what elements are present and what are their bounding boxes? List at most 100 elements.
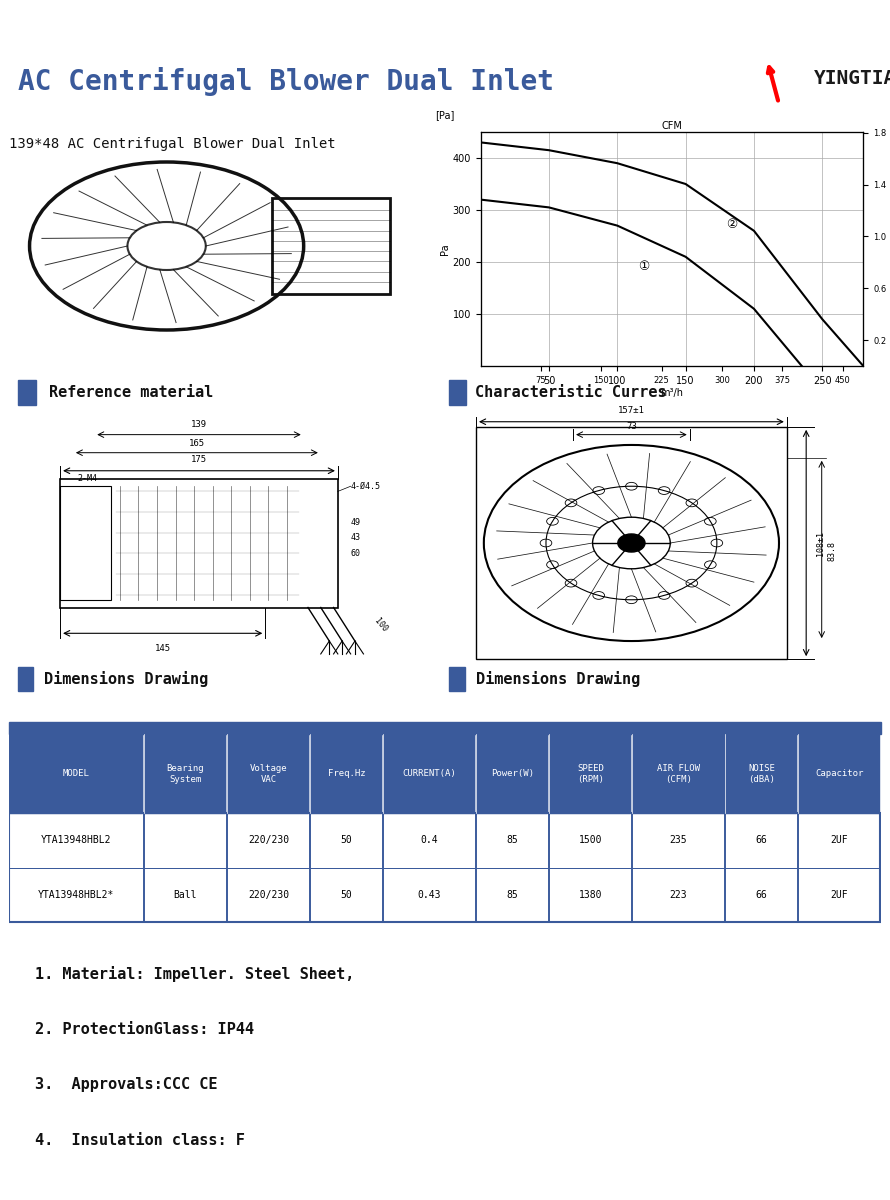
Text: 145: 145 [155, 643, 171, 653]
Text: 43: 43 [351, 533, 360, 542]
Bar [9, 814, 143, 868]
Bar [549, 734, 630, 814]
Text: 0.4: 0.4 [421, 835, 438, 845]
Text: Characteristic Curres: Characteristic Curres [475, 385, 667, 400]
Bar [61, 479, 338, 607]
Text: 73: 73 [626, 421, 636, 431]
Text: Ball: Ball [174, 889, 198, 900]
Text: 139*48 AC Centrifugal Blower Dual Inlet: 139*48 AC Centrifugal Blower Dual Inlet [9, 137, 336, 151]
Text: ②: ② [726, 218, 738, 232]
Bar [9, 814, 880, 922]
Text: Voltage
VAC: Voltage VAC [250, 764, 287, 784]
Text: AC Centrifugal Blower Dual Inlet: AC Centrifugal Blower Dual Inlet [18, 67, 554, 96]
Text: Freq.Hz: Freq.Hz [328, 769, 365, 779]
Text: ①: ① [638, 260, 649, 272]
Bar [144, 814, 226, 868]
Text: 139: 139 [191, 420, 207, 430]
Bar [632, 868, 724, 922]
Bar [632, 814, 724, 868]
Text: Dimensions Drawing: Dimensions Drawing [44, 671, 209, 686]
Text: 165: 165 [189, 438, 205, 448]
Text: 66: 66 [756, 889, 767, 900]
Text: 85: 85 [506, 889, 518, 900]
Bar [310, 734, 381, 814]
Text: 1380: 1380 [578, 889, 603, 900]
Text: 49: 49 [351, 518, 360, 527]
Bar [9, 722, 881, 734]
Circle shape [618, 534, 645, 552]
Text: Reference material: Reference material [49, 385, 214, 400]
Text: CURRENT(A): CURRENT(A) [402, 769, 457, 779]
Text: 235: 235 [670, 835, 687, 845]
Text: 60: 60 [351, 548, 360, 558]
Text: Bearing
System: Bearing System [166, 764, 204, 784]
Bar [476, 734, 547, 814]
Bar [227, 814, 309, 868]
Text: 175: 175 [191, 455, 207, 464]
Bar [310, 868, 382, 922]
Bar [449, 379, 466, 404]
Text: Capacitor: Capacitor [815, 769, 864, 779]
Bar [144, 734, 225, 814]
Text: 83.8: 83.8 [828, 541, 837, 560]
Bar [449, 667, 465, 691]
Text: 2. ProtectionGlass: IP44: 2. ProtectionGlass: IP44 [35, 1021, 254, 1037]
Text: 220/230: 220/230 [248, 889, 289, 900]
Bar [725, 734, 797, 814]
Text: 2UF: 2UF [830, 835, 848, 845]
Text: 85: 85 [506, 835, 518, 845]
Text: Dimensions Drawing: Dimensions Drawing [476, 671, 641, 686]
Bar [18, 667, 34, 691]
Text: YINGTIAN: YINGTIAN [814, 68, 890, 88]
Text: 2-M4: 2-M4 [77, 474, 97, 482]
Text: 108±1: 108±1 [816, 530, 825, 556]
Bar [632, 734, 724, 814]
Bar [144, 868, 226, 922]
Bar [725, 814, 797, 868]
Bar [383, 814, 475, 868]
Text: 3.  Approvals:CCC CE: 3. Approvals:CCC CE [35, 1078, 217, 1092]
Text: 66: 66 [756, 835, 767, 845]
Text: MODEL: MODEL [63, 769, 90, 779]
Bar [272, 198, 390, 294]
Bar [310, 814, 382, 868]
Text: NOISE
(dBA): NOISE (dBA) [748, 764, 775, 784]
Text: YTA13948HBL2: YTA13948HBL2 [41, 835, 111, 845]
Bar [61, 486, 111, 600]
Text: 4.  Insulation class: F: 4. Insulation class: F [35, 1133, 245, 1147]
Text: 50: 50 [341, 889, 352, 900]
Bar [798, 734, 879, 814]
Text: 157±1: 157±1 [618, 407, 645, 415]
Y-axis label: Pa: Pa [440, 244, 449, 254]
X-axis label: CFM: CFM [661, 121, 683, 131]
Bar [798, 814, 880, 868]
Bar [549, 868, 631, 922]
Bar [18, 379, 36, 404]
Bar [9, 868, 143, 922]
Text: 1. Material: Impeller. Steel Sheet,: 1. Material: Impeller. Steel Sheet, [35, 966, 354, 982]
Text: 220/230: 220/230 [248, 835, 289, 845]
Bar [383, 868, 475, 922]
Bar [725, 868, 797, 922]
Text: SPEED
(RPM): SPEED (RPM) [577, 764, 603, 784]
Bar [798, 868, 880, 922]
Bar [549, 814, 631, 868]
Text: YTA13948HBL2*: YTA13948HBL2* [38, 889, 115, 900]
Text: 50: 50 [341, 835, 352, 845]
Text: 2UF: 2UF [830, 889, 848, 900]
Bar [476, 427, 787, 659]
Bar [9, 734, 142, 814]
Bar [227, 734, 308, 814]
Text: 0.43: 0.43 [417, 889, 441, 900]
Text: [Pa]: [Pa] [434, 110, 454, 120]
Text: Power(W): Power(W) [491, 769, 534, 779]
Text: 1500: 1500 [578, 835, 603, 845]
Text: 223: 223 [670, 889, 687, 900]
Text: AIR FLOW
(CFM): AIR FLOW (CFM) [657, 764, 700, 784]
Bar [383, 734, 474, 814]
X-axis label: m³/h: m³/h [660, 388, 684, 397]
Bar [476, 814, 548, 868]
Bar [227, 868, 309, 922]
Text: 4-Ø4.5: 4-Ø4.5 [351, 481, 381, 491]
Bar [476, 868, 548, 922]
